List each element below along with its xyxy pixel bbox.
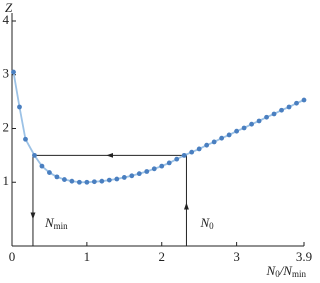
data-point xyxy=(264,114,269,120)
data-point xyxy=(69,178,75,184)
data-point xyxy=(286,104,292,110)
data-point xyxy=(249,121,254,127)
y-tick-label: 4 xyxy=(3,12,10,27)
data-point xyxy=(279,107,284,113)
data-point xyxy=(271,111,277,117)
data-point xyxy=(226,132,232,138)
y-tick-label: 1 xyxy=(3,173,10,188)
data-point xyxy=(129,173,135,179)
data-point xyxy=(196,146,202,152)
data-point xyxy=(23,136,28,142)
data-point xyxy=(91,179,97,185)
data-point xyxy=(189,149,195,155)
marker-label-sub: 0 xyxy=(209,221,214,231)
x-tick-label: 2 xyxy=(158,249,165,264)
data-point xyxy=(234,128,240,134)
data-point xyxy=(11,69,16,75)
x-tick-label: 1 xyxy=(84,249,91,264)
data-point xyxy=(39,163,45,169)
x-tick-label: 0 xyxy=(9,249,16,264)
data-point xyxy=(181,152,187,158)
data-point xyxy=(114,176,120,182)
data-point xyxy=(99,178,105,184)
marker-label: N0 xyxy=(199,215,214,231)
data-point xyxy=(211,139,217,145)
marker-label-main: N xyxy=(199,215,210,230)
y-axis-label: Z xyxy=(5,0,13,15)
data-point xyxy=(256,118,262,124)
data-point xyxy=(17,104,22,110)
x-label-part: N xyxy=(266,263,277,278)
data-point xyxy=(121,175,127,180)
data-point xyxy=(47,170,52,175)
data-point xyxy=(62,177,67,182)
data-point xyxy=(159,163,165,169)
data-point xyxy=(136,171,142,177)
data-line xyxy=(12,71,305,184)
marker-label: Nmin xyxy=(44,215,68,231)
data-point xyxy=(204,142,210,148)
data-point xyxy=(241,125,247,131)
y-tick-label: 3 xyxy=(3,66,10,81)
data-point xyxy=(166,160,172,166)
x-label-part: min xyxy=(292,269,307,279)
x-tick-label: 3.9 xyxy=(296,249,312,264)
data-point xyxy=(301,97,307,103)
data-point xyxy=(76,179,82,185)
data-point xyxy=(106,177,112,183)
data-point xyxy=(174,156,180,162)
y-tick-label: 2 xyxy=(3,119,10,134)
marker-label-sub: min xyxy=(54,221,69,231)
data-point xyxy=(54,174,60,180)
x-axis-label: N0/Nmin xyxy=(266,263,307,279)
data-point xyxy=(144,169,150,174)
data-point xyxy=(32,152,37,158)
data-point xyxy=(151,166,157,172)
data-point xyxy=(84,179,90,185)
x-tick-label: 3 xyxy=(233,249,240,264)
marker-label-main: N xyxy=(44,215,55,230)
x-label-part: /N xyxy=(279,263,294,278)
data-point xyxy=(294,100,299,106)
data-point xyxy=(219,135,225,141)
x-label-part: 0 xyxy=(275,269,280,279)
